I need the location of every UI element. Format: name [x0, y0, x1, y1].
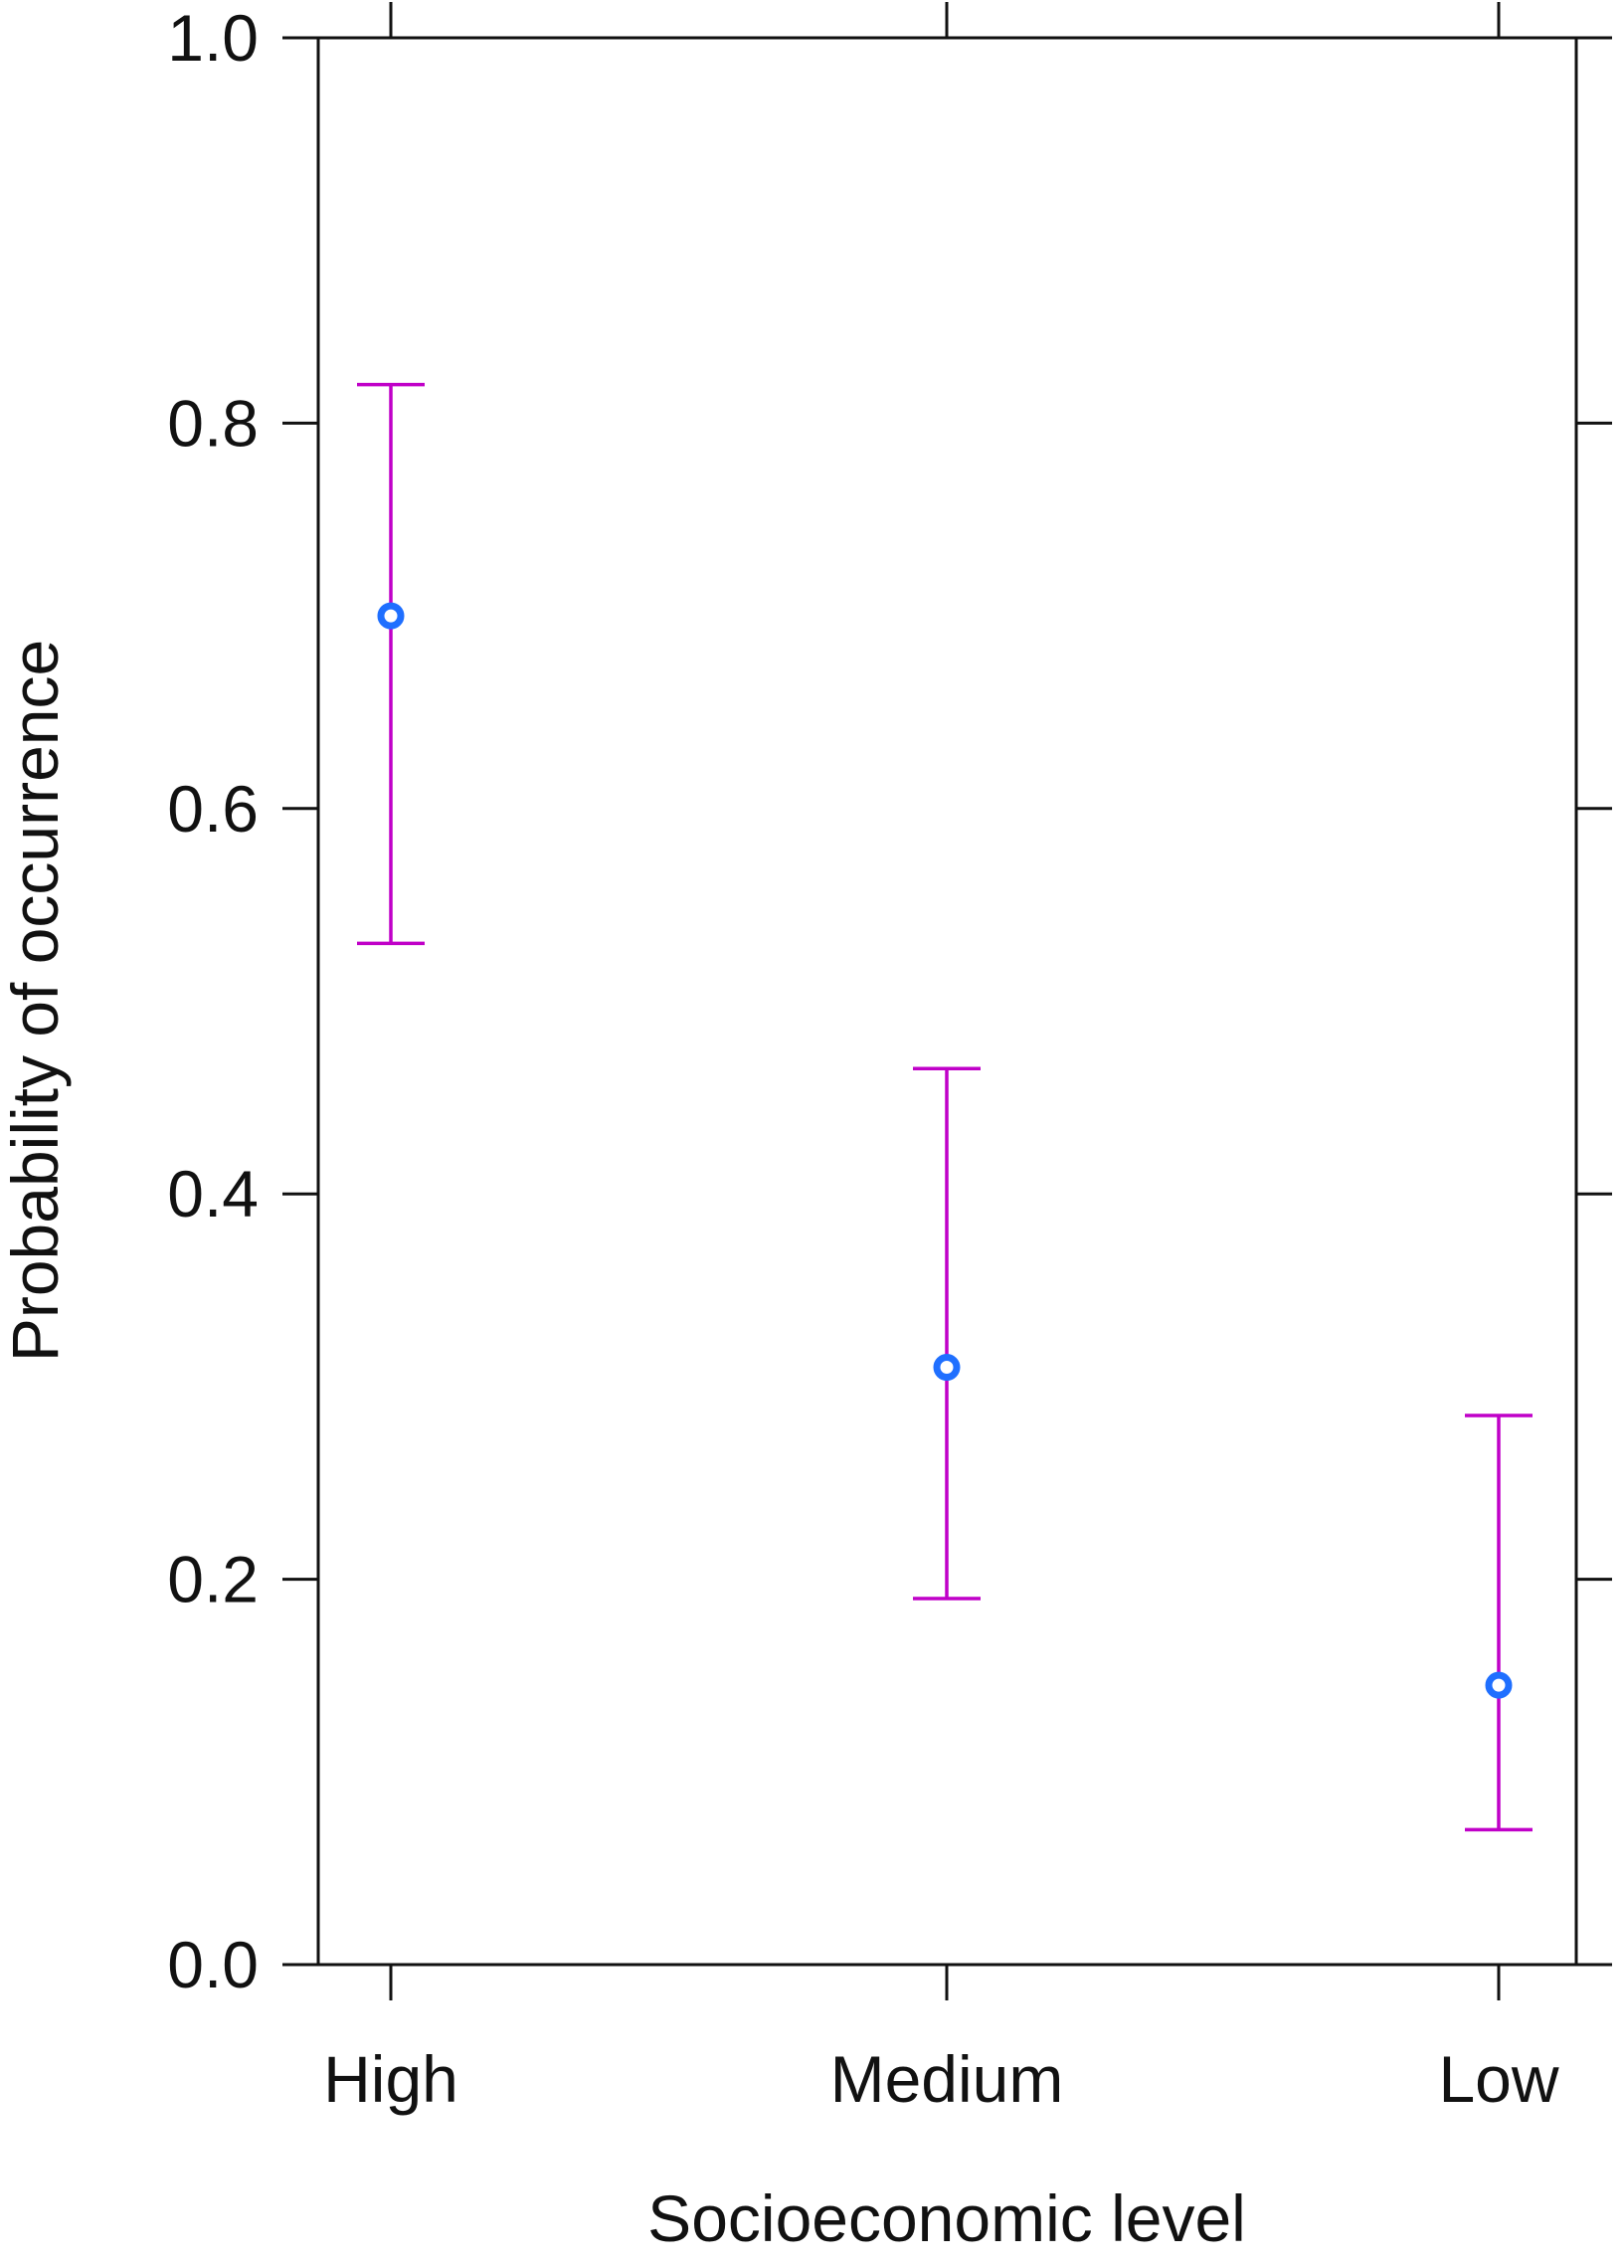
data-marks: [357, 382, 1533, 1832]
data-point: [933, 1354, 961, 1382]
data-point: [377, 602, 405, 630]
x-axis-title: Socioeconomic level: [647, 2181, 1246, 2255]
y-tick-label: 1.0: [167, 1, 259, 75]
y-tick-label: 0.0: [167, 1928, 259, 2001]
y-axis-title: Probability of occurrence: [0, 640, 72, 1362]
y-tick-label: 0.6: [167, 772, 259, 846]
x-axis-ticks: High Medium Low: [323, 2, 1559, 2116]
y-tick-label: 0.4: [167, 1157, 259, 1230]
y-tick-label: 0.8: [167, 386, 259, 460]
y-tick-label: 0.2: [167, 1543, 259, 1616]
plot-frame: [316, 36, 1578, 1967]
x-tick-label: Low: [1438, 2042, 1558, 2116]
x-tick-label: Medium: [830, 2042, 1064, 2116]
data-point: [1485, 1671, 1513, 1699]
x-tick-label: High: [323, 2042, 458, 2116]
y-axis-ticks: 0.0 0.2 0.4 0.6 0.8 1.0: [167, 1, 1612, 2001]
